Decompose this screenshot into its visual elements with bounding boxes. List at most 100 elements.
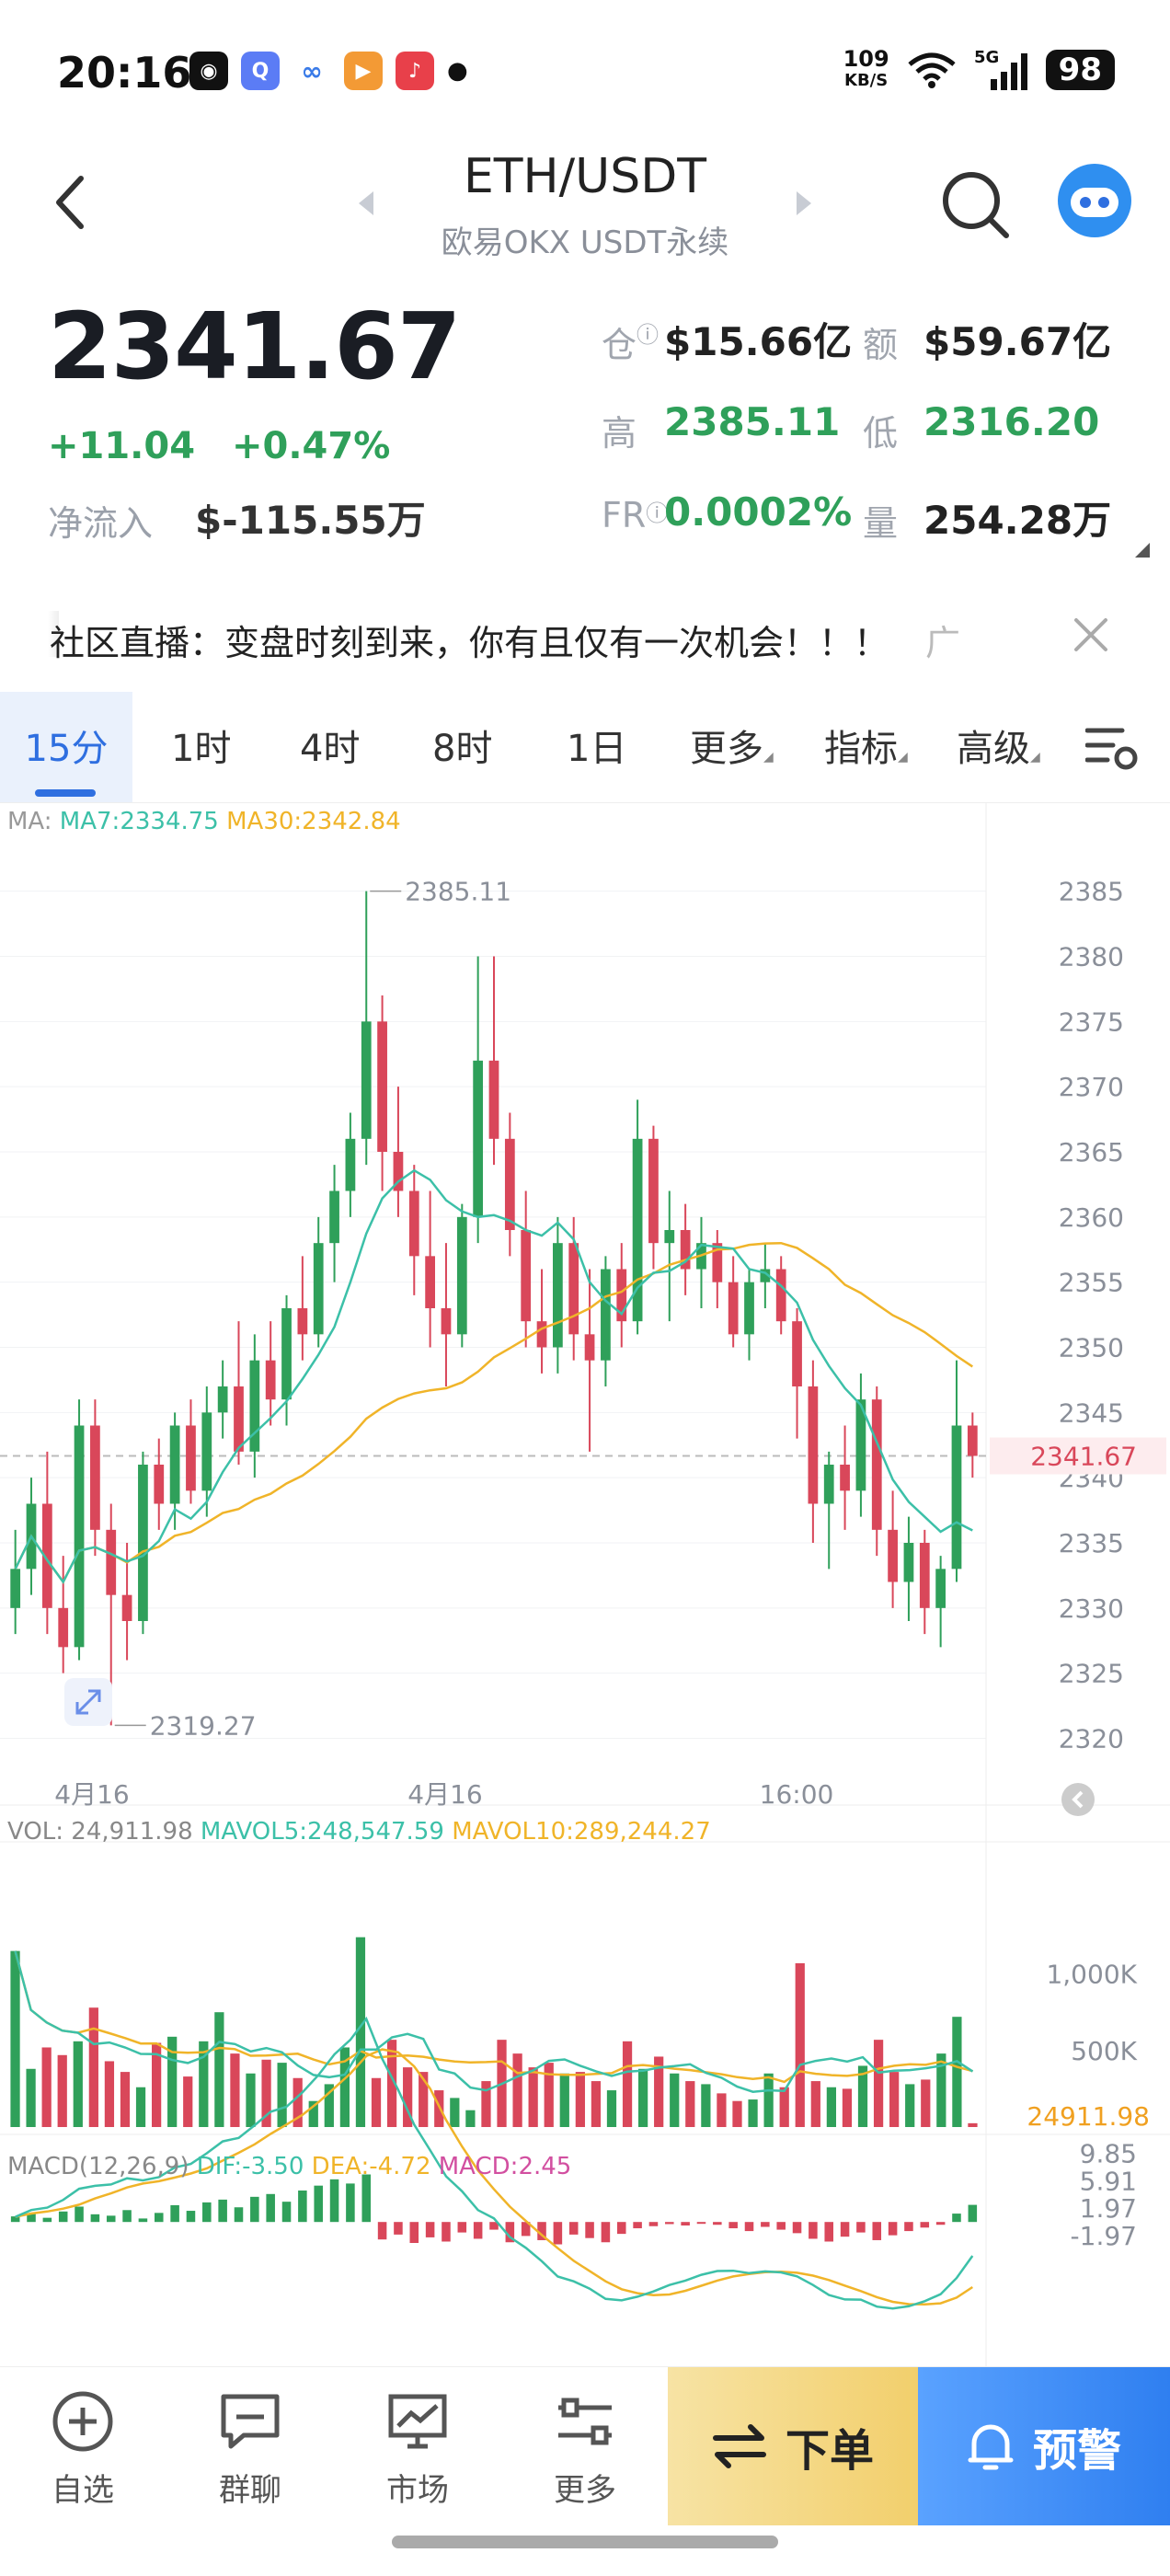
more-sliders-icon <box>558 2398 612 2445</box>
volume-bar <box>339 2047 350 2127</box>
search-icon[interactable] <box>936 166 1014 243</box>
y-tick-label: 2350 <box>1059 1333 1124 1363</box>
macd-histogram-bar <box>122 2210 132 2223</box>
low-label: 低 <box>863 413 899 454</box>
candle-body <box>186 1425 196 1491</box>
volume-bar <box>434 2090 444 2127</box>
y-tick-label: 2380 <box>1059 942 1124 972</box>
pair-title[interactable]: ETH/USDT <box>463 149 707 204</box>
volume-bar <box>952 2017 962 2127</box>
candle-body <box>601 1269 611 1361</box>
last-price-tag: 2341.67 <box>1030 1442 1137 1472</box>
macd-histogram-bar <box>744 2222 754 2232</box>
tab-15m[interactable]: 15分 <box>0 692 132 802</box>
tab-advanced[interactable]: 高级◢ <box>957 728 1040 770</box>
y-tick-label: 2325 <box>1059 1659 1124 1689</box>
candle-body <box>888 1529 898 1582</box>
volume-bar <box>135 2087 146 2127</box>
volume-bar <box>151 2042 162 2127</box>
prev-pair-arrow-icon[interactable] <box>355 190 377 217</box>
candle-body <box>265 1360 276 1400</box>
dropdown-triangle-icon: ◢ <box>1030 750 1040 765</box>
volume-bar <box>968 2122 978 2127</box>
macd-legend: MACD(12,26,9) DIF:-3.50 DEA:-4.72 MACD:2… <box>7 2153 571 2180</box>
chart-area[interactable]: 2385238023752370236523602355235023452340… <box>0 802 1170 2366</box>
next-pair-arrow-icon[interactable] <box>793 190 815 217</box>
volume-bar <box>419 2072 429 2127</box>
market-monitor-icon <box>388 2394 447 2449</box>
tab-indicators[interactable]: 指标◢ <box>824 728 908 770</box>
candle-body <box>361 1021 372 1139</box>
ma-legend-prefix: MA: <box>7 808 52 835</box>
candle-body <box>553 1243 563 1348</box>
macd-histogram-bar <box>761 2222 770 2227</box>
macd-histogram-bar <box>425 2222 435 2237</box>
candle-body <box>121 1594 132 1621</box>
volume-bar <box>544 2063 554 2127</box>
back-arrow-icon[interactable] <box>52 173 88 232</box>
volume-bar <box>795 1962 805 2127</box>
candle-body <box>728 1282 739 1335</box>
macd-histogram-bar <box>968 2204 978 2223</box>
candle-body <box>568 1243 579 1335</box>
scroll-to-latest-icon[interactable] <box>1060 1781 1096 1818</box>
tab-1d[interactable]: 1日 <box>567 728 627 770</box>
dropdown-triangle-icon: ◢ <box>898 750 908 765</box>
change-percent: +0.47% <box>232 425 391 467</box>
volume-bar <box>748 2099 758 2127</box>
live-ticker[interactable]: 社区直播：变盘时刻到来，你有且仅有一次机会！！！ 广 <box>50 615 1025 665</box>
expand-corner-icon[interactable] <box>1135 543 1150 558</box>
turnover-label: 额 <box>863 325 899 365</box>
macd-histogram-bar <box>442 2222 451 2242</box>
fullscreen-expand-icon[interactable] <box>64 1678 112 1726</box>
macd-params-legend: MACD(12,26,9) <box>7 2153 189 2180</box>
x-tick-label: 4月16 <box>407 1779 482 1810</box>
dea-line <box>15 2048 973 2306</box>
dea-legend: DEA:-4.72 <box>311 2153 431 2180</box>
tab-1h[interactable]: 1时 <box>171 728 232 770</box>
candle-body <box>855 1399 866 1491</box>
nav-chat[interactable]: 群聊 <box>167 2389 333 2510</box>
volume-bar <box>386 2040 397 2127</box>
macd-histogram-bar <box>935 2222 946 2225</box>
macd-histogram-bar <box>394 2222 403 2235</box>
vol-last-value: 24911.98 <box>1027 2101 1150 2132</box>
macd-value-legend: MACD:2.45 <box>438 2153 572 2180</box>
volume-bar <box>355 1937 366 2127</box>
candle-body <box>106 1529 117 1595</box>
place-order-button[interactable]: 下单 <box>668 2367 918 2525</box>
tab-more[interactable]: 更多◢ <box>690 728 774 770</box>
funding-rate-value: 0.0002% <box>664 489 853 535</box>
change-absolute: +11.04 <box>48 425 196 467</box>
volume-bar <box>701 2084 711 2127</box>
chart-settings-icon[interactable] <box>1085 723 1139 773</box>
dif-line <box>15 2016 974 2310</box>
y-tick-label: 2345 <box>1059 1397 1124 1428</box>
candle-body <box>521 1230 532 1322</box>
ma7-legend: MA7:2334.75 <box>59 808 219 835</box>
info-icon[interactable]: ⓘ <box>646 500 669 526</box>
nav-more[interactable]: 更多 <box>502 2389 668 2510</box>
volume-bar <box>512 2053 522 2127</box>
timeframe-tabs: 15分 1时 4时 8时 1日 更多◢ 指标◢ 高级◢ <box>0 692 1170 803</box>
tab-4h[interactable]: 4时 <box>300 728 361 770</box>
mavol5-legend: MAVOL5:248,547.59 <box>200 1818 444 1846</box>
macd-histogram-bar <box>250 2196 259 2223</box>
net-speed-unit: KB/S <box>844 71 889 90</box>
vol-legend-value: VOL: 24,911.98 <box>7 1818 193 1846</box>
nav-watchlist[interactable]: 自选 <box>0 2389 166 2510</box>
assistant-robot-icon[interactable] <box>1056 162 1133 239</box>
info-icon[interactable]: ⓘ <box>637 322 660 348</box>
close-icon[interactable] <box>1072 616 1109 653</box>
price-alert-button[interactable]: 预警 <box>918 2367 1170 2525</box>
macd-histogram-bar <box>537 2222 546 2240</box>
nav-market[interactable]: 市场 <box>335 2389 500 2510</box>
volume-bar <box>261 2059 271 2127</box>
candle-body <box>680 1230 691 1270</box>
macd-histogram-bar <box>920 2222 930 2228</box>
tab-8h[interactable]: 8时 <box>432 728 493 770</box>
battery-indicator: 98 <box>1045 50 1115 90</box>
candle-body <box>456 1216 467 1335</box>
volume-bar <box>230 2053 240 2127</box>
signal-icon: 5G <box>974 48 1027 90</box>
